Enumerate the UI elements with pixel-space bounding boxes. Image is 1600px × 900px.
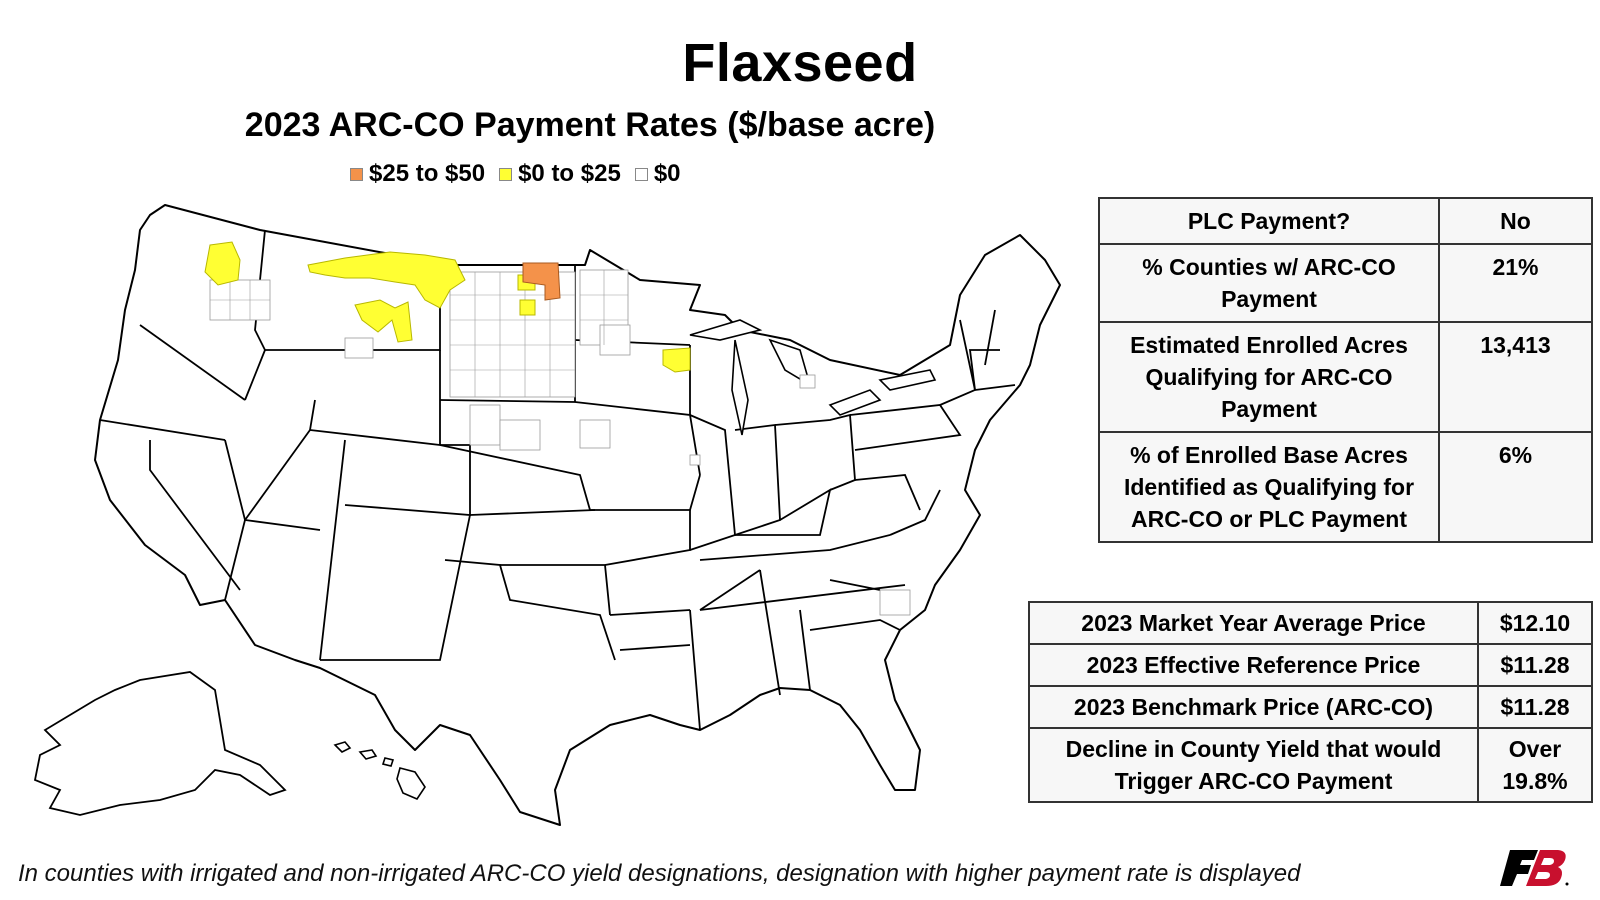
legend-label-low: $0 to $25 xyxy=(518,160,621,187)
summary-label: % Counties w/ ARC-CO Payment xyxy=(1098,243,1440,323)
summary-label: PLC Payment? xyxy=(1098,197,1440,245)
summary-label: % of Enrolled Base Acres Identified as Q… xyxy=(1098,431,1440,543)
table-row: PLC Payment? No xyxy=(1098,197,1593,245)
summary-label: Estimated Enrolled Acres Qualifying for … xyxy=(1098,321,1440,433)
table-row: Decline in County Yield that would Trigg… xyxy=(1028,727,1593,803)
nd-yellow-counties-2 xyxy=(519,299,536,316)
table-row: 2023 Market Year Average Price $12.10 xyxy=(1028,601,1593,645)
legend-item-zero: $0 xyxy=(634,160,681,188)
legend-swatch-white xyxy=(634,167,648,181)
price-value: $11.28 xyxy=(1477,643,1593,687)
legend-item-low: $0 to $25 xyxy=(499,160,621,188)
legend-swatch-orange xyxy=(350,167,363,181)
us-county-map xyxy=(33,204,1061,826)
table-row: % Counties w/ ARC-CO Payment 21% xyxy=(1098,243,1593,323)
map-subtitle: 2023 ARC-CO Payment Rates ($/base acre) xyxy=(244,106,936,144)
us-outline xyxy=(94,204,1061,826)
table-row: % of Enrolled Base Acres Identified as Q… xyxy=(1098,431,1593,543)
wi-yellow-counties xyxy=(662,347,691,373)
mt-yellow-counties-south xyxy=(354,299,413,343)
legend-item-high: $25 to $50 xyxy=(350,160,485,188)
nd-orange-counties xyxy=(522,262,561,301)
summary-table: PLC Payment? No % Counties w/ ARC-CO Pay… xyxy=(1098,197,1593,543)
wa-yellow-counties xyxy=(204,241,241,286)
table-row: 2023 Effective Reference Price $11.28 xyxy=(1028,643,1593,687)
summary-value: 13,413 xyxy=(1438,321,1593,433)
price-label: Decline in County Yield that would Trigg… xyxy=(1028,727,1479,803)
summary-value: 6% xyxy=(1438,431,1593,543)
map-legend: $25 to $50 $0 to $25 $0 xyxy=(350,160,695,188)
footnote: In counties with irrigated and non-irrig… xyxy=(18,860,1301,887)
price-value: $12.10 xyxy=(1477,601,1593,645)
price-value: Over 19.8% xyxy=(1477,727,1593,803)
price-label: 2023 Market Year Average Price xyxy=(1028,601,1479,645)
mt-yellow-counties xyxy=(307,251,466,309)
price-table: 2023 Market Year Average Price $12.10 20… xyxy=(1028,601,1593,803)
hawaii-islands xyxy=(333,741,426,800)
price-value: $11.28 xyxy=(1477,685,1593,729)
table-row: 2023 Benchmark Price (ARC-CO) $11.28 xyxy=(1028,685,1593,729)
page-title: Flaxseed xyxy=(682,33,918,93)
price-label: 2023 Benchmark Price (ARC-CO) xyxy=(1028,685,1479,729)
legend-swatch-yellow xyxy=(499,167,513,181)
summary-value: 21% xyxy=(1438,243,1593,323)
legend-label-zero: $0 xyxy=(653,160,681,187)
summary-value: No xyxy=(1438,197,1593,245)
alaska-outline xyxy=(33,671,287,816)
table-row: Estimated Enrolled Acres Qualifying for … xyxy=(1098,321,1593,433)
price-label: 2023 Effective Reference Price xyxy=(1028,643,1479,687)
farm-bureau-logo xyxy=(1500,850,1569,886)
legend-label-high: $25 to $50 xyxy=(369,160,486,187)
